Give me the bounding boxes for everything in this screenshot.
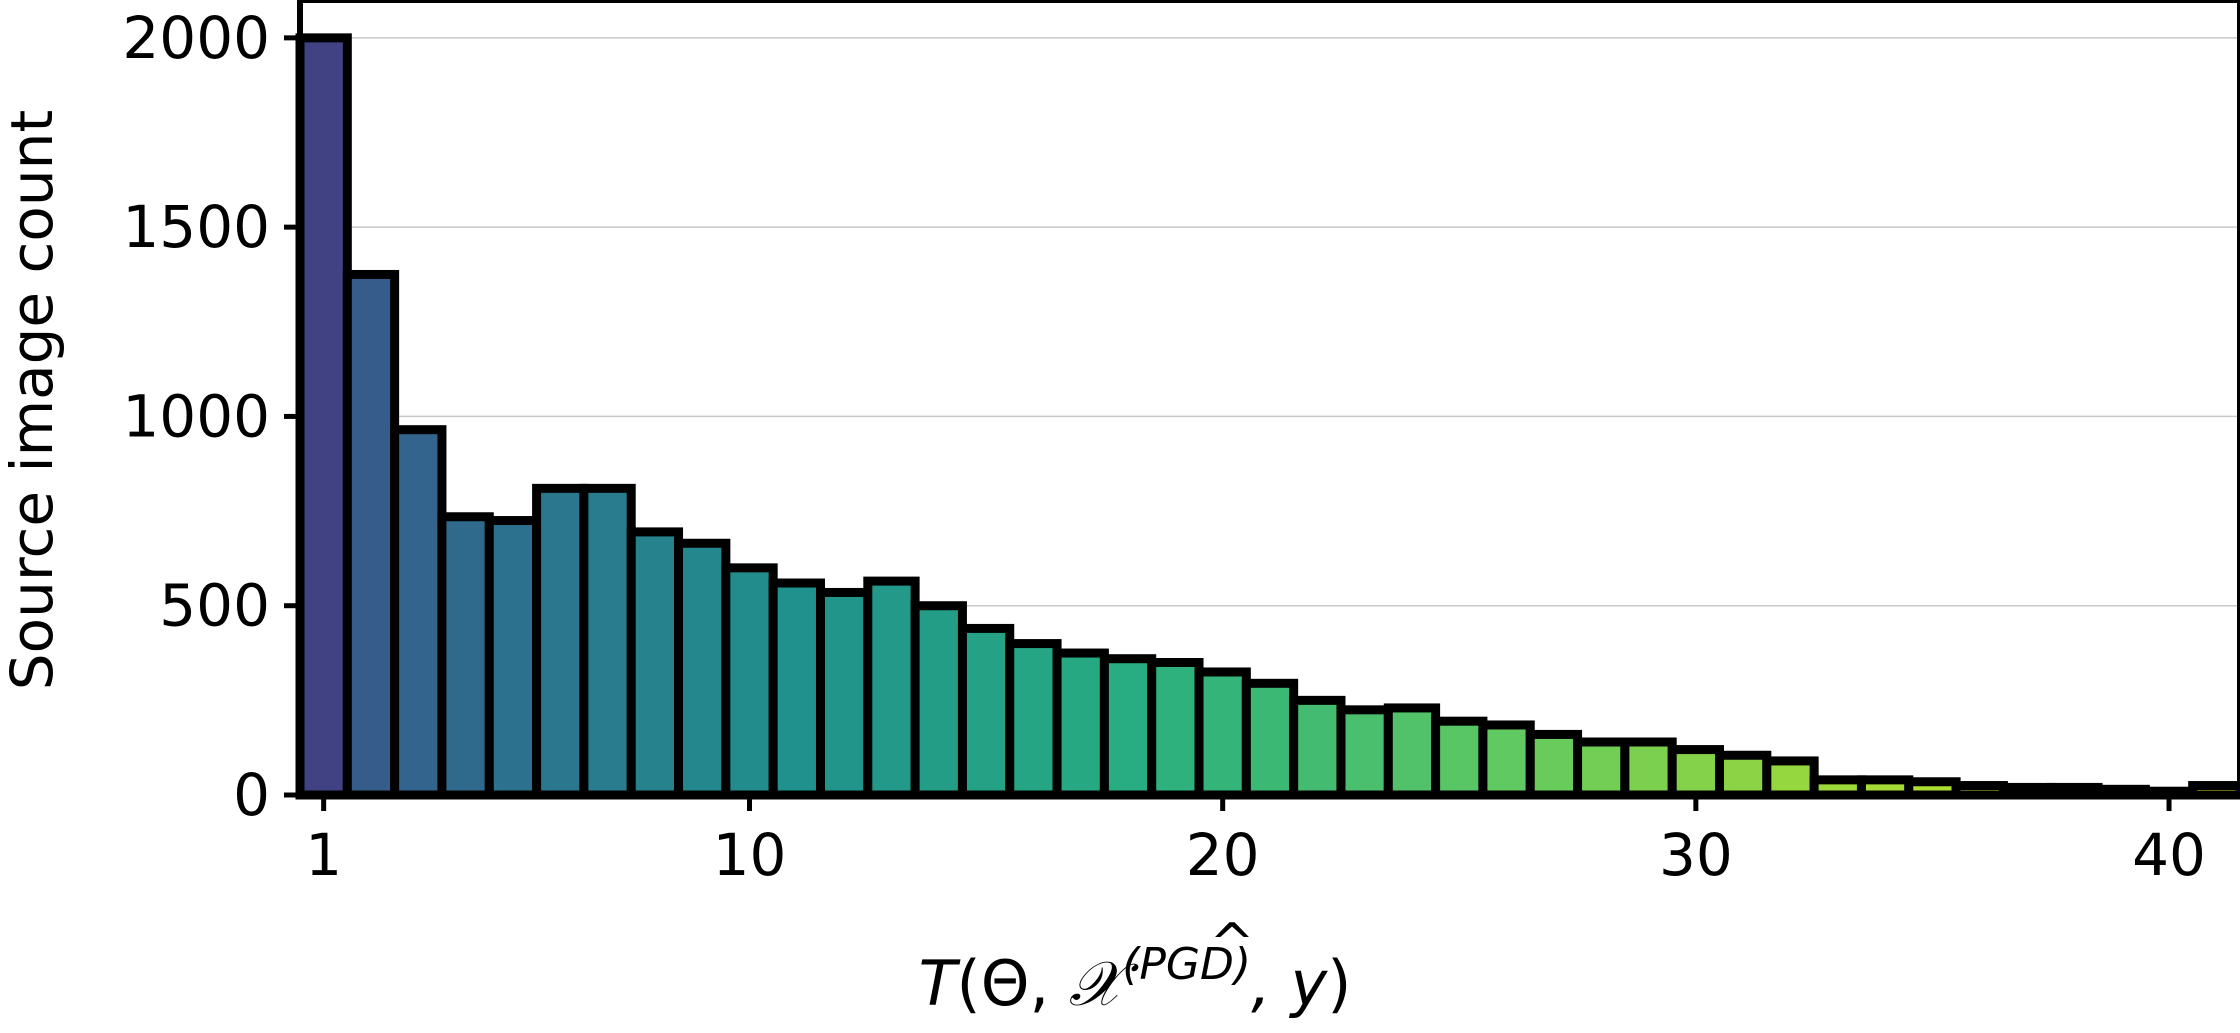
x-tick-label: 10 (713, 821, 787, 889)
y-tick-label: 1000 (122, 382, 270, 450)
bar (957, 623, 1015, 800)
x-axis-label: T(Θ, 𝒳(PGD), y) (919, 939, 1352, 1020)
xlabel-superscript: (PGD) (1122, 939, 1251, 990)
y-axis-label: Source image count (0, 110, 66, 690)
y-tick-label: 1500 (122, 193, 270, 261)
x-tick-label: 30 (1659, 821, 1733, 889)
bar (342, 269, 400, 800)
bar (910, 601, 967, 800)
bar (1052, 648, 1109, 800)
bar (1478, 720, 1535, 800)
bar (1383, 703, 1441, 800)
bar (674, 538, 731, 800)
bar (1762, 756, 1819, 800)
grid-lines (300, 37, 2240, 607)
bar (532, 483, 589, 800)
bar (768, 578, 825, 800)
plot-frame (297, 0, 2240, 798)
bar (390, 425, 447, 800)
xlabel-y-part: , y (1251, 947, 1328, 1020)
x-tick-label: 1 (305, 821, 342, 889)
bar (721, 563, 778, 800)
bar (437, 512, 494, 800)
xlabel-hat: ^ (1209, 912, 1254, 975)
xlabel-close: ) (1327, 947, 1351, 1020)
y-ticks: 0 500 1000 1500 2000 (122, 4, 300, 829)
bar (1715, 750, 1772, 800)
xlabel-func: T (919, 947, 961, 1020)
x-ticks: 1 10 20 30 40 (305, 795, 2206, 889)
x-tick-label: 20 (1186, 821, 1260, 889)
y-tick-label: 2000 (122, 4, 270, 72)
bar (1005, 639, 1062, 800)
bar (1573, 737, 1630, 800)
xlabel-theta: Θ, (981, 947, 1069, 1020)
bar (863, 576, 920, 800)
bar (1620, 737, 1677, 800)
xlabel-open: ( (956, 947, 980, 1020)
bar (484, 516, 542, 800)
bar (1667, 745, 1725, 800)
y-tick-label: 0 (233, 761, 270, 829)
bar (1099, 654, 1157, 800)
bar (1194, 667, 1251, 800)
bar (626, 527, 684, 800)
bar (295, 33, 352, 800)
bar (1147, 658, 1204, 800)
bar (1241, 678, 1299, 800)
bar (579, 483, 636, 800)
bar (1336, 705, 1393, 800)
y-tick-label: 500 (159, 572, 270, 640)
bar (1289, 695, 1346, 800)
bar (815, 587, 873, 800)
bar (1525, 729, 1583, 800)
bar (1431, 716, 1488, 800)
x-tick-label: 40 (2132, 821, 2206, 889)
